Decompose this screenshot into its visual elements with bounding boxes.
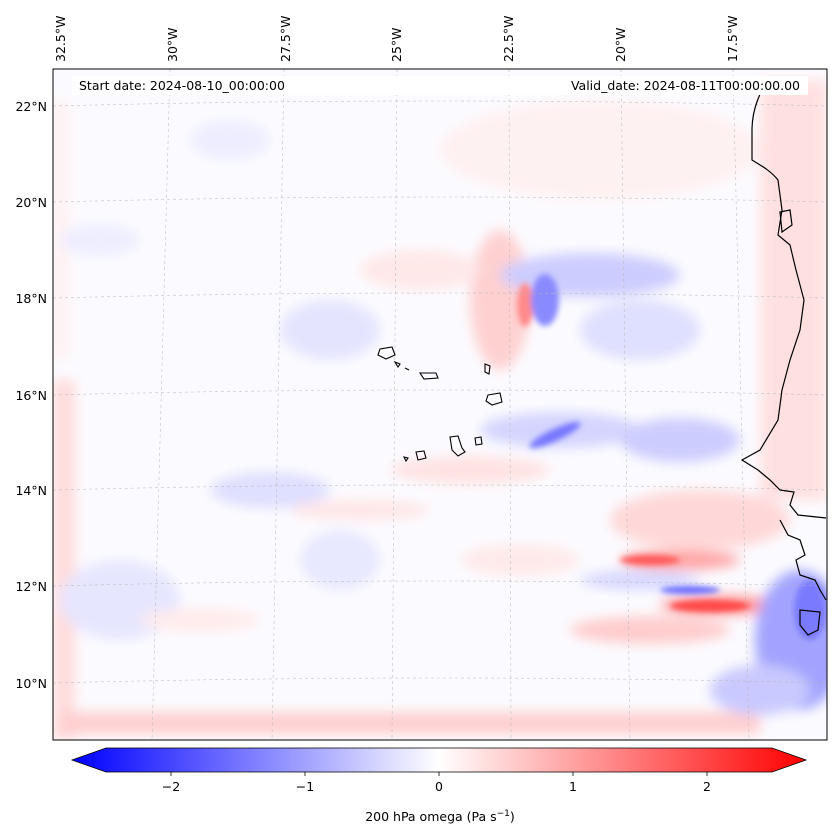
- lon-label-22-5w: 22.5°W: [501, 16, 516, 62]
- header-box: [72, 76, 808, 95]
- colorbar-label-sup: −1: [497, 809, 510, 819]
- colorbar-label-main: 200 hPa omega (Pa s: [365, 809, 496, 824]
- lon-label-27-5w: 27.5°W: [278, 16, 293, 62]
- lat-label-10n: 10°N: [15, 676, 47, 691]
- lon-label-20w: 20°W: [613, 27, 628, 62]
- valid-date-text: Valid_date: 2024-08-11T00:00:00.00: [571, 78, 800, 93]
- colorbar: −2 −1 0 1 2 200 hPa omega (Pa s−1): [70, 747, 808, 824]
- colorbar-tick-neg1: −1: [296, 779, 314, 794]
- map-frame: [52, 68, 828, 741]
- latitude-labels: 22°N 20°N 18°N 16°N 14°N 12°N 10°N: [15, 99, 47, 691]
- lon-label-25w: 25°W: [389, 27, 404, 62]
- colorbar-tick-1: 1: [569, 779, 577, 794]
- lat-label-18n: 18°N: [15, 291, 47, 306]
- colorbar-label-close: ): [510, 809, 515, 824]
- lon-label-30w: 30°W: [165, 27, 180, 62]
- gridlines: [53, 69, 827, 740]
- longitude-labels: 32.5°W 30°W 27.5°W 25°W 22.5°W 20°W 17.5…: [53, 16, 740, 62]
- coastline-west-africa: [740, 77, 827, 636]
- colorbar-bar: [70, 747, 808, 773]
- lon-label-32-5w: 32.5°W: [53, 16, 68, 62]
- cape-verde-islands: [377, 346, 503, 463]
- lat-label-12n: 12°N: [15, 579, 47, 594]
- colorbar-label: 200 hPa omega (Pa s−1): [365, 809, 515, 824]
- colorbar-tick-marks: [170, 772, 708, 776]
- omega-field: [53, 80, 827, 740]
- colorbar-tick-2: 2: [703, 779, 711, 794]
- start-date-text: Start date: 2024-08-10_00:00:00: [79, 78, 285, 93]
- lat-label-20n: 20°N: [15, 195, 47, 210]
- lat-label-14n: 14°N: [15, 483, 47, 498]
- colorbar-tick-0: 0: [435, 779, 443, 794]
- map-panel: [53, 69, 827, 740]
- omega-field-detail: [517, 274, 826, 640]
- lat-label-16n: 16°N: [15, 388, 47, 403]
- colorbar-tick-neg2: −2: [162, 779, 180, 794]
- lat-label-22n: 22°N: [15, 99, 47, 114]
- lon-label-17-5w: 17.5°W: [725, 16, 740, 62]
